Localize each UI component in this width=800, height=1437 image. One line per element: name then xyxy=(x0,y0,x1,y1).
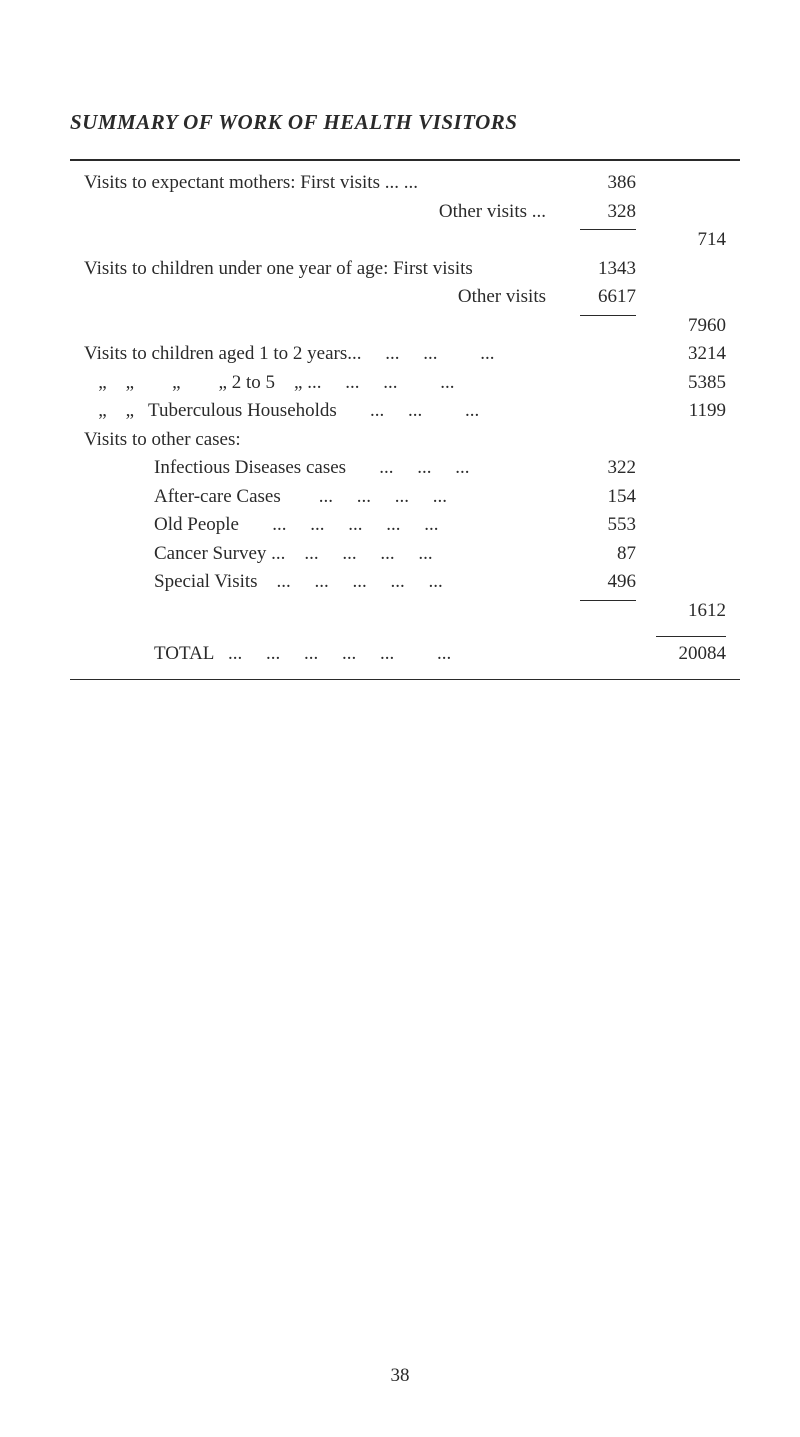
table-row: Old People ... ... ... ... ... 553 xyxy=(84,511,726,540)
row-label: Cancer Survey ... ... ... ... ... xyxy=(84,540,433,569)
row-label: Other visits ... xyxy=(439,198,546,227)
row-subvalue: 386 xyxy=(556,169,636,198)
row-total: 5385 xyxy=(636,369,726,398)
subtotal-rule xyxy=(580,600,636,601)
row-total: 1612 xyxy=(636,597,726,626)
row-label: Other visits xyxy=(458,283,546,312)
row-label: Visits to other cases: xyxy=(84,426,241,455)
row-label: Special Visits ... ... ... ... ... xyxy=(84,568,443,597)
row-label: „ „ „ „ 2 to 5 „ ... ... ... ... xyxy=(84,369,454,398)
total-rule xyxy=(656,636,726,637)
row-total: 1199 xyxy=(636,397,726,426)
table-row: Other visits 6617 xyxy=(84,283,726,312)
row-subvalue: 322 xyxy=(556,454,636,483)
row-subvalue: 154 xyxy=(556,483,636,512)
subtotal-rule xyxy=(580,315,636,316)
row-label: „ „ Tuberculous Households ... ... ... xyxy=(84,397,479,426)
table-row: After-care Cases ... ... ... ... 154 xyxy=(84,483,726,512)
row-subvalue: 87 xyxy=(556,540,636,569)
summary-table: Visits to expectant mothers: First visit… xyxy=(70,159,740,680)
row-label: After-care Cases ... ... ... ... xyxy=(84,483,447,512)
subtotal-rule xyxy=(580,229,636,230)
row-label: Visits to children under one year of age… xyxy=(84,255,473,284)
row-label: Visits to expectant mothers: First visit… xyxy=(84,169,418,198)
page-title: SUMMARY OF WORK OF HEALTH VISITORS xyxy=(70,110,740,135)
row-subvalue: 496 xyxy=(556,568,636,597)
row-label: Visits to children aged 1 to 2 years... … xyxy=(84,340,494,369)
table-row: Cancer Survey ... ... ... ... ... 87 xyxy=(84,540,726,569)
total-row: TOTAL ... ... ... ... ... ... 20084 xyxy=(84,640,726,669)
row-label: Old People ... ... ... ... ... xyxy=(84,511,438,540)
row-subvalue: 553 xyxy=(556,511,636,540)
row-subvalue: 1343 xyxy=(556,255,636,284)
total-label: TOTAL ... ... ... ... ... ... xyxy=(84,640,451,669)
table-row: Visits to other cases: xyxy=(84,426,726,455)
table-row: Visits to expectant mothers: First visit… xyxy=(84,169,726,198)
row-subvalue: 6617 xyxy=(556,283,636,312)
table-row: Visits to children aged 1 to 2 years... … xyxy=(84,340,726,369)
table-row: Infectious Diseases cases ... ... ... 32… xyxy=(84,454,726,483)
row-subvalue: 328 xyxy=(556,198,636,227)
page-number: 38 xyxy=(0,1365,800,1387)
total-value: 20084 xyxy=(636,640,726,669)
table-row: Other visits ... 328 xyxy=(84,198,726,227)
table-row: Visits to children under one year of age… xyxy=(84,255,726,284)
table-row: „ „ „ „ 2 to 5 „ ... ... ... ... 5385 xyxy=(84,369,726,398)
row-total: 3214 xyxy=(636,340,726,369)
row-total: 7960 xyxy=(636,312,726,341)
table-row: „ „ Tuberculous Households ... ... ... 1… xyxy=(84,397,726,426)
row-label: Infectious Diseases cases ... ... ... xyxy=(84,454,470,483)
row-total: 714 xyxy=(636,226,726,255)
table-row: Special Visits ... ... ... ... ... 496 xyxy=(84,568,726,597)
